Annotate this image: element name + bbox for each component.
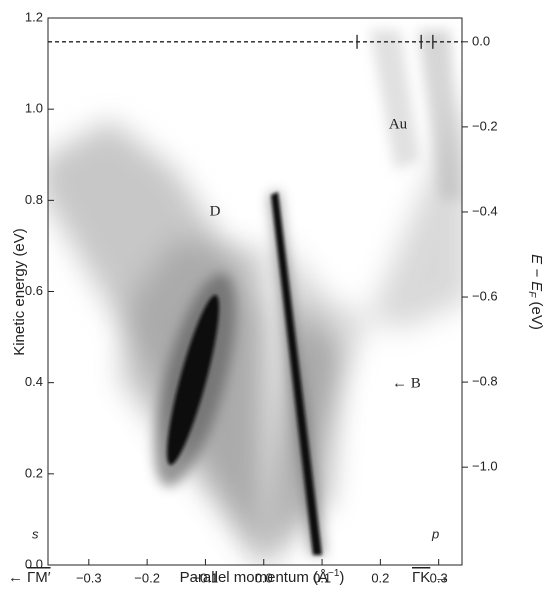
x-tick-label: −0.1 [193, 570, 219, 585]
annotation: p [431, 526, 439, 541]
y-tick-label: 1.2 [25, 9, 43, 24]
y2-tick-label: −1.0 [472, 459, 498, 474]
y-tick-label: 0.4 [25, 374, 43, 389]
x-label-close: ) [339, 569, 344, 586]
annotation: D [210, 203, 221, 219]
y2-tick-label: −0.8 [472, 374, 498, 389]
y-axis-label: Kinetic energy (eV) [11, 228, 28, 356]
x-tick-label: 0.0 [255, 570, 273, 585]
y-tick-label: 0.0 [25, 556, 43, 571]
intensity-map [48, 30, 462, 565]
x-label-sup: −1 [328, 568, 340, 579]
y2-tick-label: −0.4 [472, 203, 498, 218]
direction-label: ΓK [412, 569, 430, 586]
y2-label-sub: F [526, 291, 537, 298]
x-tick-label: −0.2 [134, 570, 160, 585]
y2-tick-label: 0.0 [472, 33, 490, 48]
x-tick-label: 0.3 [430, 570, 448, 585]
x-axis-label: Parallel momentum (Å−1) [180, 568, 345, 586]
x-tick-label: 0.1 [313, 570, 331, 585]
direction-arrow: ← [8, 569, 23, 586]
x-tick-label: −0.3 [76, 570, 102, 585]
y2-label-unit: (eV) [528, 297, 545, 330]
annotation: s [32, 526, 39, 541]
y-tick-label: 0.6 [25, 283, 43, 298]
x-label-main: Parallel momentum (Å [180, 569, 328, 586]
y-tick-label: 1.0 [25, 101, 43, 116]
y-tick-label: 0.2 [25, 465, 43, 480]
annotation: Au [389, 116, 408, 132]
y2-label-main: E − E [528, 254, 545, 292]
y-tick-label: 0.8 [25, 192, 43, 207]
y2-axis-label: E − EF (eV) [526, 254, 545, 330]
x-tick-label: 0.2 [371, 570, 389, 585]
direction-arrow: → [434, 569, 449, 586]
direction-left: ← ΓM′ [8, 569, 51, 586]
direction-label: ΓM′ [27, 569, 51, 586]
direction-right: ΓK → [412, 569, 449, 586]
y2-tick-label: −0.6 [472, 288, 498, 303]
annotation: ← B [392, 375, 421, 391]
y2-tick-label: −0.2 [472, 118, 498, 133]
